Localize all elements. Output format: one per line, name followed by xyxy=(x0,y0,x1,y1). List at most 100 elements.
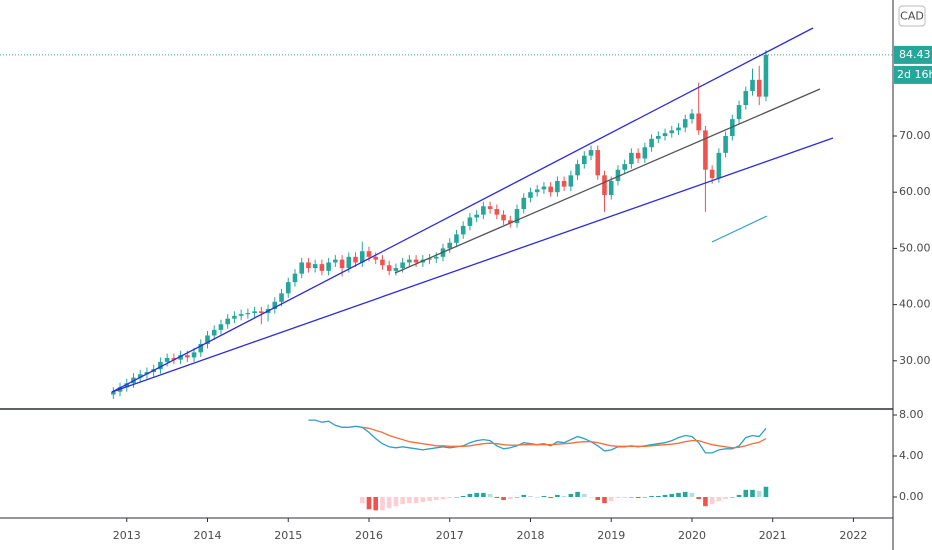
x-tick-label: 2021 xyxy=(759,529,787,542)
histogram-bar xyxy=(386,496,392,509)
histogram-bar xyxy=(528,495,533,497)
y-tick-label: 70.00 xyxy=(899,129,931,142)
candle-body xyxy=(474,214,479,218)
candle-body xyxy=(507,220,513,224)
histogram-bar xyxy=(676,492,681,497)
candle-body xyxy=(447,242,453,249)
countdown-box xyxy=(894,65,932,84)
histogram-bar xyxy=(750,489,755,497)
candle-body xyxy=(649,138,654,148)
candle-body xyxy=(285,282,291,294)
candle-body xyxy=(191,352,197,358)
candle-body xyxy=(682,119,688,128)
candle-body xyxy=(386,265,392,271)
candle-body xyxy=(427,258,432,260)
candle-body xyxy=(211,329,217,336)
x-tick-label: 2017 xyxy=(436,529,464,542)
candle-body xyxy=(252,311,257,314)
x-tick-label: 2015 xyxy=(274,529,302,542)
last-price-box xyxy=(894,45,932,64)
x-tick-label: 2014 xyxy=(194,529,222,542)
candle-body xyxy=(319,264,325,271)
histogram-bar xyxy=(615,496,621,499)
trend-line[interactable] xyxy=(111,27,814,393)
trend-line[interactable] xyxy=(711,215,768,243)
candle-body xyxy=(756,79,762,97)
histogram-bar xyxy=(608,496,614,502)
candle-body xyxy=(366,251,372,257)
candle-body xyxy=(279,293,284,302)
histogram-bar xyxy=(743,489,749,497)
candle-body xyxy=(555,180,560,193)
histogram-bar xyxy=(696,496,701,500)
candle-body xyxy=(306,262,311,269)
y-tick-label: 30.00 xyxy=(899,354,931,367)
histogram-bar xyxy=(716,496,722,502)
candle-body xyxy=(487,206,493,210)
trend-line[interactable] xyxy=(394,88,821,274)
candle-body xyxy=(124,383,130,388)
x-tick-label: 2020 xyxy=(678,529,706,542)
candle-body xyxy=(676,127,681,131)
x-tick-label: 2016 xyxy=(355,529,383,542)
last-price: 84.43 xyxy=(899,48,931,61)
x-tick-label: 2013 xyxy=(113,529,141,542)
histogram-bar xyxy=(420,496,426,503)
candle-body xyxy=(635,152,641,159)
histogram-bar xyxy=(400,496,405,505)
candle-body xyxy=(467,217,473,226)
candle-body xyxy=(312,264,318,269)
candle-body xyxy=(137,374,143,378)
candle-body xyxy=(433,256,439,259)
candle-body xyxy=(178,355,183,360)
histogram-bar xyxy=(487,493,493,497)
candle-body xyxy=(218,324,224,330)
histogram-bar xyxy=(669,493,675,497)
candle-body xyxy=(696,113,701,131)
candle-body xyxy=(541,186,547,190)
histogram-bar xyxy=(514,496,520,498)
histogram-bar xyxy=(521,494,527,497)
trend-line[interactable] xyxy=(111,137,834,393)
histogram-bar xyxy=(373,496,379,511)
candle-body xyxy=(299,262,305,274)
candle-body xyxy=(548,186,553,193)
y-tick-label: 50.00 xyxy=(899,241,931,254)
histogram-bar xyxy=(629,496,634,498)
candle-body xyxy=(359,251,365,263)
candle-body xyxy=(326,262,331,271)
histogram-bar xyxy=(548,496,553,499)
x-tick-label: 2019 xyxy=(597,529,625,542)
histogram-bar xyxy=(588,496,594,498)
candle-body xyxy=(245,313,251,315)
candle-body xyxy=(534,189,540,193)
histogram-bar xyxy=(602,496,607,504)
candle-body xyxy=(575,164,580,176)
candle-body xyxy=(602,175,607,196)
histogram-bar xyxy=(703,496,708,507)
histogram-bar xyxy=(460,495,466,497)
candle-body xyxy=(238,314,244,316)
candle-body xyxy=(608,180,614,196)
candle-body xyxy=(763,54,769,97)
histogram-bar xyxy=(433,496,439,501)
candle-body xyxy=(225,318,230,325)
candle-body xyxy=(514,209,520,224)
histogram-bar xyxy=(736,494,742,497)
histogram-bar xyxy=(501,496,506,501)
histogram-bar xyxy=(393,496,399,507)
candle-body xyxy=(622,164,627,170)
histogram-bar xyxy=(649,495,654,497)
currency-badge[interactable] xyxy=(898,5,926,27)
candle-body xyxy=(460,225,466,235)
candle-body xyxy=(521,197,527,210)
histogram-bar xyxy=(427,496,432,502)
y-tick-label: 0.00 xyxy=(899,490,924,503)
candle-body xyxy=(709,169,715,179)
histogram-bar xyxy=(622,496,627,499)
candle-body xyxy=(561,180,567,187)
histogram-bar xyxy=(366,496,372,510)
histogram-bar xyxy=(380,496,385,511)
